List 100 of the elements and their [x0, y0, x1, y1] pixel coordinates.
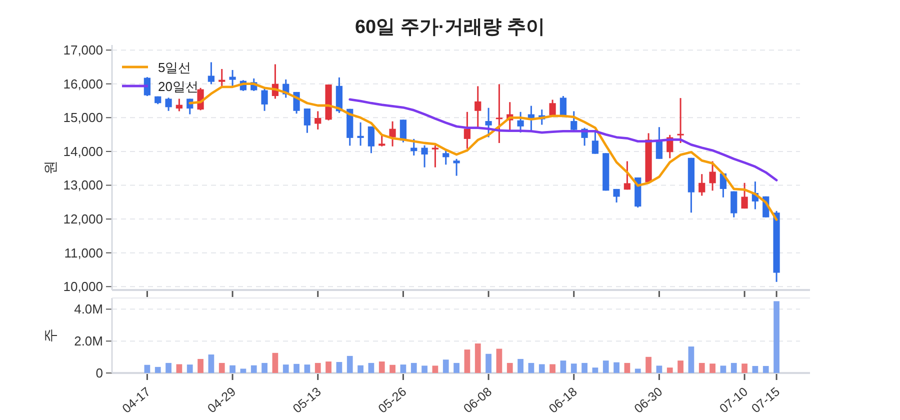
- bar: [698, 362, 705, 373]
- candlestick: [656, 126, 663, 160]
- bar: [282, 364, 289, 373]
- bar: [646, 356, 652, 373]
- candlestick: [464, 111, 471, 150]
- bar: [774, 301, 780, 373]
- bar: [528, 362, 534, 373]
- bar: [592, 368, 598, 373]
- bar: [570, 364, 577, 373]
- candlestick: [176, 98, 183, 112]
- bar: [304, 364, 310, 373]
- bar: [710, 364, 716, 373]
- candlestick: [517, 111, 524, 134]
- line-series: [348, 98, 778, 182]
- candlestick: [442, 150, 450, 166]
- candlestick: [677, 97, 684, 144]
- y-axis-title: 원: [42, 160, 58, 174]
- bar: [474, 343, 481, 373]
- candlestick: [496, 83, 503, 144]
- y-tick-label: 0: [96, 366, 103, 380]
- bar: [208, 354, 214, 373]
- y-tick-label: 10,000: [63, 279, 103, 294]
- bar: [582, 362, 588, 373]
- bar: [602, 360, 609, 373]
- bar: [678, 360, 684, 373]
- bar: [422, 366, 428, 373]
- bar: [346, 356, 353, 373]
- candlestick: [698, 173, 706, 196]
- bar: [186, 364, 193, 373]
- y-tick-label: 11,000: [64, 245, 103, 260]
- bar: [454, 362, 460, 373]
- bar: [550, 364, 556, 373]
- bar: [250, 365, 257, 373]
- candlestick: [485, 107, 492, 138]
- bar: [432, 366, 438, 373]
- candlestick: [208, 61, 215, 85]
- y-tick-label: 2.0M: [74, 334, 103, 349]
- bar: [560, 360, 566, 373]
- bar: [506, 362, 513, 373]
- candlestick: [592, 130, 599, 155]
- bar: [314, 362, 321, 373]
- y-axis-title: 주: [42, 328, 58, 342]
- candlestick: [218, 68, 226, 87]
- candlestick: [261, 86, 268, 112]
- candlestick: [314, 110, 322, 130]
- bar: [326, 362, 332, 373]
- chart-title: 60일 주가·거래량 추이: [354, 17, 546, 38]
- bar: [358, 365, 364, 373]
- candlestick: [378, 134, 386, 148]
- bar: [752, 366, 758, 373]
- candlestick: [730, 190, 738, 218]
- candlestick: [570, 110, 578, 132]
- y-tick-label: 4.0M: [74, 302, 103, 317]
- bar: [176, 364, 182, 373]
- bar: [262, 362, 268, 373]
- bar: [464, 350, 470, 373]
- bar: [442, 360, 449, 373]
- bar: [336, 362, 342, 373]
- candlestick: [410, 138, 418, 156]
- candlestick: [549, 98, 556, 116]
- candlestick: [432, 144, 439, 168]
- bar: [624, 362, 630, 373]
- candlestick: [474, 85, 482, 129]
- bar: [518, 358, 524, 373]
- bar: [410, 362, 417, 373]
- bar: [614, 362, 620, 373]
- bar: [538, 364, 545, 373]
- bar: [496, 348, 502, 373]
- y-tick-label: 14,000: [63, 144, 103, 159]
- legend-label: 20일선: [158, 79, 198, 94]
- candlestick: [741, 182, 748, 210]
- bar: [720, 366, 726, 373]
- y-tick-label: 13,000: [63, 178, 103, 193]
- bar: [154, 366, 161, 373]
- bar: [486, 354, 492, 373]
- y-tick-label: 12,000: [63, 212, 103, 227]
- candlestick: [613, 188, 620, 204]
- bar: [742, 364, 748, 373]
- candlestick: [624, 160, 631, 190]
- bar: [666, 368, 673, 373]
- bar: [218, 362, 225, 373]
- candlestick: [709, 160, 716, 192]
- legend-label: 5일선: [158, 60, 192, 75]
- y-tick-label: 17,000: [63, 42, 103, 58]
- bar: [272, 352, 278, 373]
- bar: [198, 358, 204, 373]
- bar: [294, 364, 300, 373]
- bar: [390, 364, 396, 373]
- candlestick: [304, 108, 311, 134]
- bar: [656, 366, 662, 373]
- bar: [400, 364, 406, 373]
- bar: [230, 365, 236, 373]
- y-tick-label: 16,000: [63, 76, 103, 92]
- bar: [166, 362, 172, 373]
- candlestick: [389, 120, 396, 148]
- candlestick: [357, 122, 364, 146]
- bar: [378, 362, 385, 373]
- candlestick: [453, 158, 460, 177]
- bar: [634, 368, 641, 373]
- candlestick: [165, 96, 172, 112]
